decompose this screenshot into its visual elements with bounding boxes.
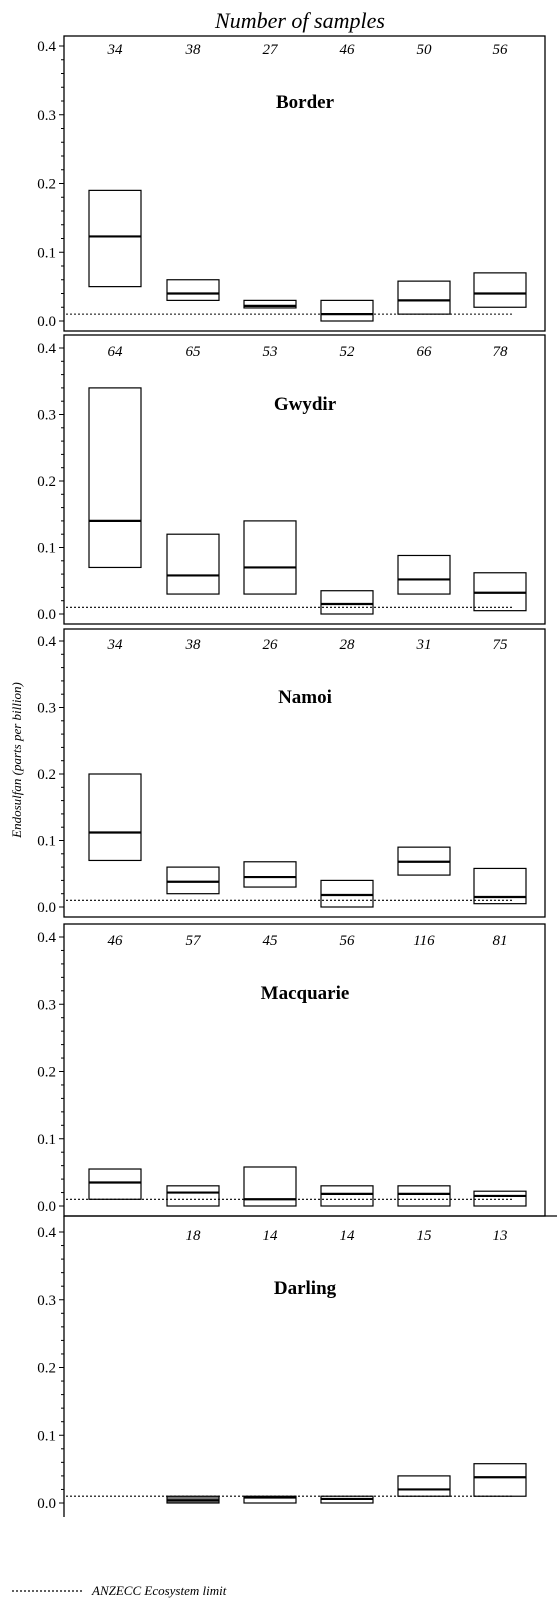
sample-count: 78: [493, 344, 509, 360]
y-tick-label: 0.0: [37, 314, 56, 330]
box-1992-93: [166, 866, 220, 895]
panel-border: 0.0 0.1 0.2 0.3 0.4 Border 34 38 27 46 50 56: [37, 35, 546, 332]
sample-count: 38: [185, 637, 202, 653]
y-tick-label: 0.0: [37, 1199, 56, 1215]
panel-title-darling: Darling: [274, 1278, 337, 1299]
y-tick-label: 0.0: [37, 900, 56, 916]
panel-macquarie: 0.0 0.1 0.2 0.3 0.4 Macquarie 46 57 45 56 116 81: [37, 923, 546, 1217]
box-1991-92: [88, 773, 142, 862]
box-1992-93: [166, 279, 220, 301]
chart-title: Number of samples: [214, 8, 385, 33]
sample-count: 81: [493, 933, 508, 949]
box-1995-96: [397, 1185, 451, 1207]
panel-title-macquarie: Macquarie: [261, 983, 350, 1004]
sample-count: 56: [340, 933, 356, 949]
sample-count: 116: [413, 933, 435, 949]
box-1991-92: [88, 387, 142, 569]
sample-count: 66: [417, 344, 433, 360]
y-tick-label: 0.4: [37, 1225, 56, 1241]
sample-count: 15: [417, 1228, 433, 1244]
y-tick-label: 0.4: [37, 39, 56, 55]
sample-count: 46: [340, 42, 356, 58]
sample-count: 31: [416, 637, 432, 653]
y-tick-label: 0.1: [37, 1428, 56, 1444]
box-1993-94: [243, 520, 297, 595]
y-tick-label: 0.3: [37, 1293, 56, 1309]
sample-count: 50: [417, 42, 433, 58]
box-1996-97: [473, 1463, 527, 1497]
sample-count: 65: [186, 344, 202, 360]
sample-count: 45: [263, 933, 279, 949]
box-1991-92: [88, 1168, 142, 1200]
sample-count: 75: [493, 637, 509, 653]
sample-count: 38: [185, 42, 202, 58]
sample-count: 28: [340, 637, 356, 653]
y-tick-label: 0.3: [37, 408, 56, 424]
y-tick-label: 0.4: [37, 341, 56, 357]
box-1993-94: [243, 1495, 297, 1504]
panel-title-border: Border: [276, 92, 335, 113]
y-tick-label: 0.2: [37, 767, 56, 783]
box-1996-97: [473, 867, 527, 905]
y-tick-label: 0.2: [37, 474, 56, 490]
sample-count: 13: [493, 1228, 508, 1244]
box-1994-95: [320, 299, 374, 322]
box-1993-94: [243, 299, 297, 309]
y-tick-label: 0.4: [37, 930, 56, 946]
y-tick-label: 0.1: [37, 1132, 56, 1148]
panel-gwydir: 0.0 0.1 0.2 0.3 0.4 Gwydir 64 65 53 52 66 78: [37, 334, 546, 625]
box-1995-96: [397, 554, 451, 595]
sample-count: 18: [186, 1228, 202, 1244]
y-tick-label: 0.2: [37, 1065, 56, 1081]
sample-count: 46: [108, 933, 124, 949]
y-tick-label: 0.2: [37, 1361, 56, 1377]
sample-count: 14: [340, 1228, 356, 1244]
y-tick-label: 0.4: [37, 634, 56, 650]
sample-count: 34: [107, 637, 124, 653]
box-1993-94: [243, 861, 297, 888]
sample-count: 52: [340, 344, 356, 360]
box-1995-96: [397, 280, 451, 315]
box-1996-97: [473, 272, 527, 308]
panel-namoi: 0.0 0.1 0.2 0.3 0.4 Namoi 34 38 26 28 31 75: [37, 628, 546, 918]
y-tick-label: 0.1: [37, 245, 56, 261]
sample-count: 56: [493, 42, 509, 58]
y-tick-label: 0.1: [37, 541, 56, 557]
y-tick-label: 0.1: [37, 834, 56, 850]
panel-frame: [63, 334, 546, 625]
sample-count: 34: [107, 42, 124, 58]
box-1994-95: [320, 590, 374, 615]
y-tick-label: 0.3: [37, 997, 56, 1013]
panel-frame: [63, 628, 546, 918]
box-1991-92: [88, 189, 142, 288]
panel-darling: 0.0 0.1 0.2 0.3 0.4 Darling 18 14 14 15 13: [37, 1215, 557, 1517]
y-tick-label: 0.3: [37, 701, 56, 717]
sample-count: 14: [263, 1228, 279, 1244]
panel-title-gwydir: Gwydir: [274, 394, 337, 415]
sample-count: 57: [186, 933, 203, 949]
sample-count: 26: [263, 637, 279, 653]
box-1992-93: [166, 533, 220, 595]
sample-count: 53: [263, 344, 278, 360]
sample-count: 27: [263, 42, 280, 58]
box-1993-94: [243, 1166, 297, 1207]
sample-count: 64: [108, 344, 124, 360]
legend-label: ANZECC Ecosystem limit: [91, 1583, 227, 1598]
panel-title-namoi: Namoi: [278, 687, 332, 708]
y-tick-label: 0.0: [37, 1496, 56, 1512]
y-tick-label: 0.0: [37, 607, 56, 623]
box-1992-93: [166, 1185, 220, 1207]
box-1996-97: [473, 1190, 527, 1207]
panel-frame: [63, 923, 546, 1217]
y-tick-label: 0.2: [37, 177, 56, 193]
y-tick-label: 0.3: [37, 108, 56, 124]
y-axis-label: Endosulfan (parts per billion): [9, 682, 24, 839]
box-1995-96: [397, 1475, 451, 1497]
box-1994-95: [320, 1185, 374, 1207]
legend: ANZECC Ecosystem limit: [12, 1583, 227, 1598]
box-1994-95: [320, 879, 374, 908]
